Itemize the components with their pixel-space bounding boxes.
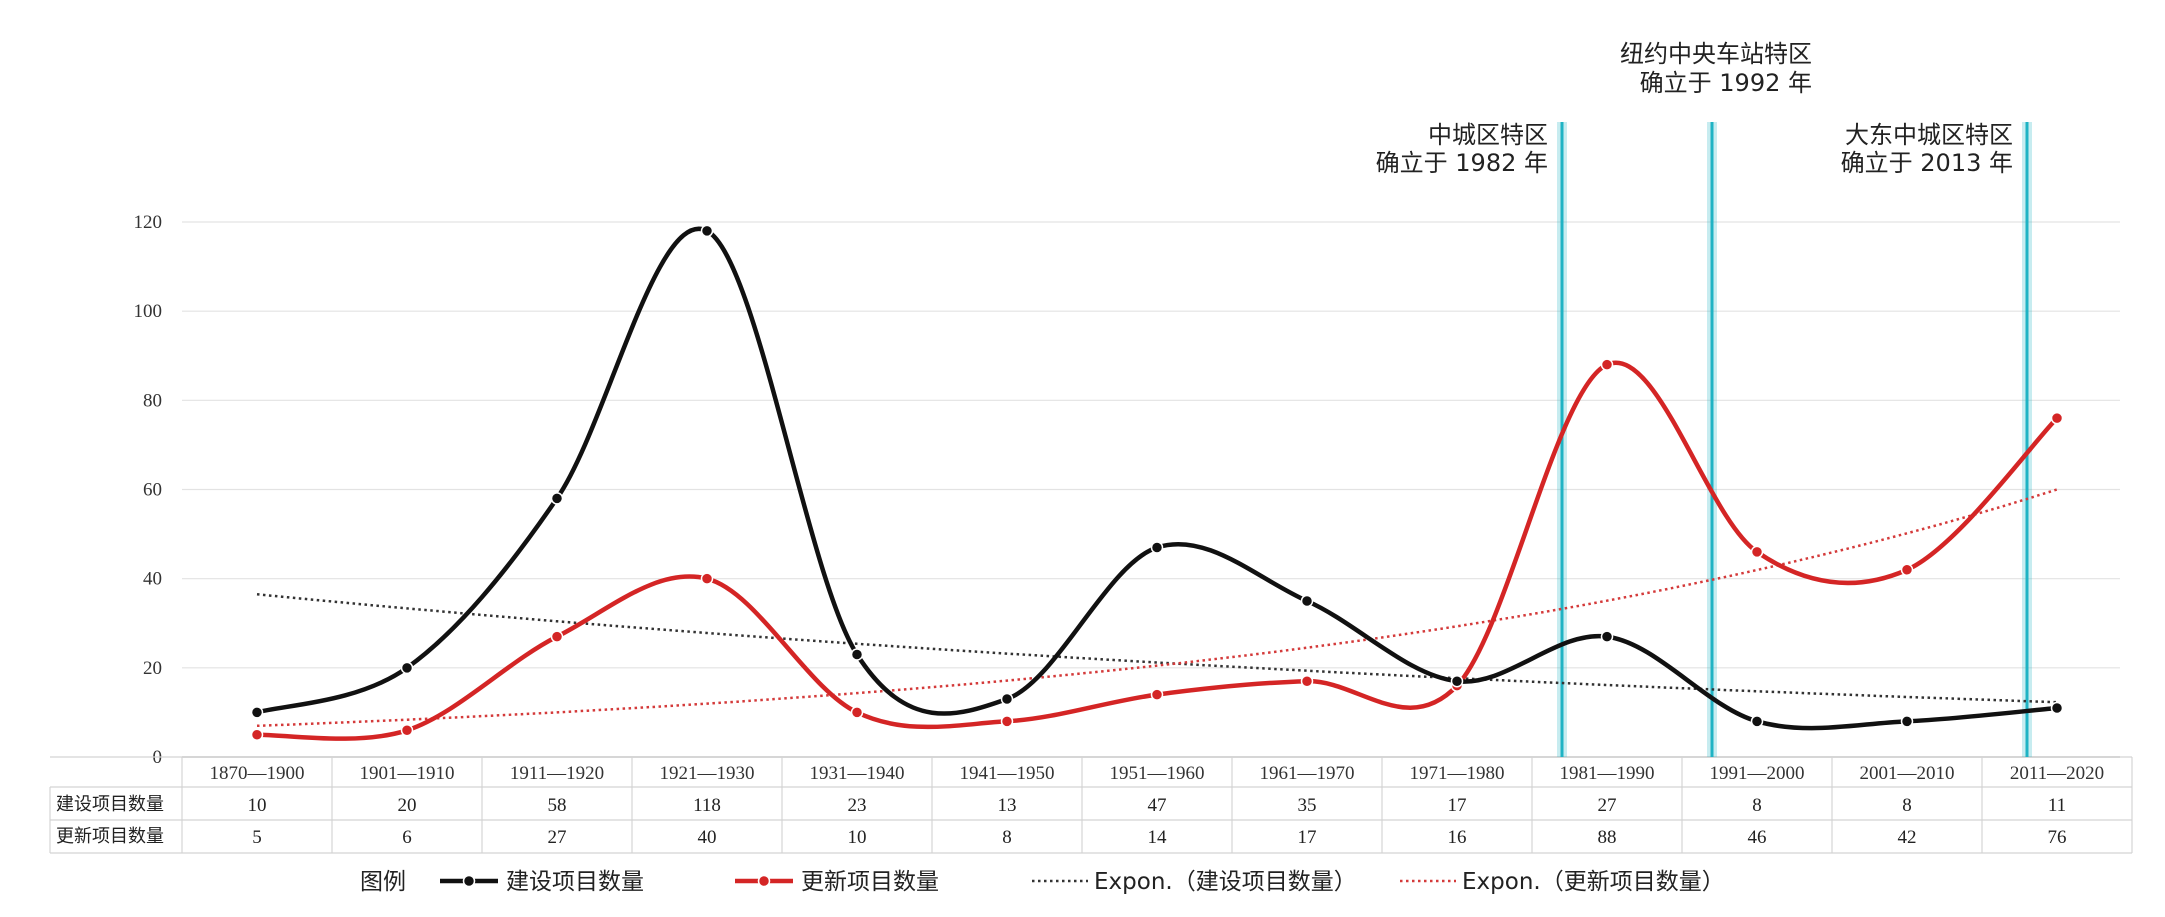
y-tick-label: 100 <box>134 301 163 322</box>
x-tick-label: 1921—1930 <box>660 763 755 784</box>
table-cell: 11 <box>2048 795 2066 816</box>
table-cell: 17 <box>1448 795 1467 816</box>
data-point <box>2050 701 2064 715</box>
data-point <box>850 706 864 719</box>
y-tick-label: 60 <box>143 480 162 501</box>
data-table: 1870—1900 1901—1910 1911—1920 1921—1930 1931… <box>49 756 2133 854</box>
y-tick-label: 120 <box>134 212 163 233</box>
table-cell: 76 <box>2048 827 2067 848</box>
table-cell: 8 <box>1002 827 1012 848</box>
table-cell: 8 <box>1902 795 1912 816</box>
table-cell: 88 <box>1598 827 1617 848</box>
y-tick-label: 80 <box>143 390 162 411</box>
table-cell: 47 <box>1148 795 1167 816</box>
legend-title: 图例 <box>360 869 406 895</box>
data-point <box>1300 674 1314 688</box>
data-point <box>1000 715 1014 728</box>
data-point <box>1750 715 1764 728</box>
data-point <box>700 224 714 238</box>
x-tick-label: 1971—1980 <box>1410 763 1505 784</box>
data-point <box>400 661 414 675</box>
annotation-text: 大东中城区特区 <box>1845 121 2013 149</box>
legend-label: Expon.（建设项目数量） <box>1094 869 1357 895</box>
table-cell: 10 <box>248 795 267 816</box>
data-point <box>1900 563 1914 576</box>
data-point <box>1900 715 1914 728</box>
data-point <box>250 706 264 719</box>
table-cell: 42 <box>1898 827 1917 848</box>
trendline <box>256 488 2058 728</box>
table-cell: 14 <box>1148 827 1168 848</box>
x-tick-label: 1941—1950 <box>960 763 1055 784</box>
data-point <box>1150 688 1164 701</box>
data-point <box>400 724 414 737</box>
table-row-label: 更新项目数量 <box>56 826 164 847</box>
legend-label: 更新项目数量 <box>801 869 939 895</box>
annotation-lines <box>1557 122 2032 757</box>
data-point <box>1600 358 1614 371</box>
series-lines <box>250 224 2064 741</box>
table-cell: 58 <box>548 795 567 816</box>
x-tick-label: 1981—1990 <box>1560 763 1655 784</box>
table-cell: 46 <box>1748 827 1767 848</box>
table-cell: 6 <box>402 827 412 848</box>
gridlines <box>182 221 2120 758</box>
table-row-label: 建设项目数量 <box>56 794 164 815</box>
legend-swatch-marker <box>757 874 771 888</box>
legend-swatch-marker <box>462 874 476 888</box>
table-cell: 40 <box>698 827 717 848</box>
data-point <box>2050 411 2064 425</box>
x-tick-label: 2011—2020 <box>2010 763 2104 784</box>
table-cell: 17 <box>1298 827 1317 848</box>
data-point <box>1000 692 1014 706</box>
trendline <box>256 593 2058 704</box>
x-tick-label: 1961—1970 <box>1260 763 1355 784</box>
x-tick-label: 2001—2010 <box>1860 763 1955 784</box>
x-tick-label: 1870—1900 <box>210 763 305 784</box>
x-tick-label: 1991—2000 <box>1710 763 1805 784</box>
legend-label: Expon.（更新项目数量） <box>1462 869 1725 895</box>
data-point <box>550 630 564 643</box>
data-point <box>850 648 864 661</box>
series-line <box>256 226 2058 731</box>
data-point <box>550 492 564 505</box>
x-tick-label: 1901—1910 <box>360 763 455 784</box>
data-point <box>250 728 264 741</box>
table-cell: 8 <box>1752 795 1762 816</box>
legend: 图例 建设项目数量 更新项目数量 Expon.（建设项目数量） Expon.（更新项目数… <box>360 869 1725 895</box>
table-cell: 16 <box>1448 827 1467 848</box>
data-point <box>1300 594 1314 608</box>
legend-label: 建设项目数量 <box>506 869 644 895</box>
data-point <box>1600 630 1614 643</box>
annotation-text: 确立于 1992 年 <box>1640 69 1812 97</box>
table-cell: 10 <box>848 827 867 848</box>
table-cell: 35 <box>1298 795 1317 816</box>
data-point <box>1750 545 1764 559</box>
table-cell: 20 <box>398 795 417 816</box>
table-cell: 13 <box>998 795 1017 816</box>
table-cell: 118 <box>693 795 721 816</box>
y-tick-label: 20 <box>143 658 162 679</box>
annotation-text: 确立于 1982 年 <box>1376 149 1548 177</box>
data-point <box>1150 541 1164 554</box>
x-tick-label: 1951—1960 <box>1110 763 1205 784</box>
trendlines <box>256 488 2058 728</box>
data-point <box>1450 674 1464 688</box>
x-tick-label: 1931—1940 <box>810 763 905 784</box>
table-cell: 5 <box>252 827 262 848</box>
annotation-text: 纽约中央车站特区 <box>1620 40 1812 68</box>
annotation-text: 确立于 2013 年 <box>1841 149 2013 177</box>
table-cell: 27 <box>548 827 567 848</box>
annotation-text: 中城区特区 <box>1428 121 1548 149</box>
x-tick-label: 1911—1920 <box>510 763 604 784</box>
y-tick-label: 40 <box>143 569 162 590</box>
table-cell: 23 <box>848 795 867 816</box>
data-point <box>700 572 714 585</box>
table-cell: 27 <box>1598 795 1617 816</box>
